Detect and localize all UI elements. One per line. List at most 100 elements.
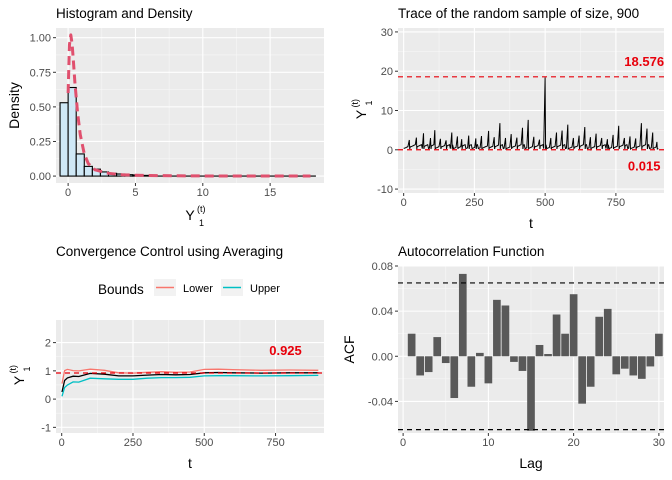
hist-xlabel-sub: 1 bbox=[199, 218, 204, 228]
legend-title: Bounds bbox=[98, 282, 144, 297]
hist-tick-label-x: 5 bbox=[132, 187, 138, 199]
trace-tick-label-y: 30 bbox=[381, 27, 393, 39]
acf-bar bbox=[527, 356, 535, 431]
acf-bar bbox=[629, 356, 638, 376]
trace-tick-label-y: 10 bbox=[381, 106, 393, 118]
hist-tick-label-x: 15 bbox=[264, 187, 276, 199]
trace-ylabel-sup: (t) bbox=[350, 99, 360, 108]
acf-bar bbox=[450, 356, 459, 399]
acf-bar bbox=[467, 356, 476, 387]
hist-bar bbox=[59, 102, 69, 177]
conv-tick-label-x: 500 bbox=[195, 437, 213, 449]
trace-ylabel-sub: 1 bbox=[364, 100, 374, 105]
hist-tick-label-x: 10 bbox=[197, 187, 209, 199]
trace-tick-label-y: -10 bbox=[377, 184, 393, 196]
trace-tick-label-x: 750 bbox=[607, 197, 625, 209]
conv-ylabel-main: Y bbox=[11, 375, 27, 385]
acf-bar bbox=[655, 333, 663, 357]
acf-tick-label-y: 0.08 bbox=[372, 261, 393, 273]
conv-tick-label-y: 1 bbox=[45, 366, 51, 378]
acf-bar bbox=[501, 305, 510, 357]
acf-bar bbox=[646, 356, 655, 367]
trace-ylabel: Y 1 (t) bbox=[350, 99, 374, 119]
acf-bar bbox=[561, 333, 569, 357]
trace-tick-label-x: 500 bbox=[536, 197, 554, 209]
hist-tick-label-y: 0.75 bbox=[30, 67, 51, 79]
acf-bar bbox=[552, 314, 561, 357]
acf-tick-label-x: 20 bbox=[568, 437, 580, 449]
acf-title: Autocorrelation Function bbox=[398, 244, 544, 259]
hist-tick-label-x: 0 bbox=[65, 187, 71, 199]
trace-tick-label-y: 20 bbox=[381, 66, 393, 78]
hist-tick-label-y: 0.50 bbox=[30, 102, 51, 114]
acf-bar bbox=[441, 356, 450, 364]
conv-ylabel-sub: 1 bbox=[22, 366, 32, 371]
conv-series-line bbox=[61, 371, 319, 393]
trace-ylabel-main: Y bbox=[353, 109, 369, 119]
acf-bar bbox=[493, 299, 501, 357]
conv-title: Convergence Control using Averaging bbox=[56, 244, 283, 259]
trace-tick-label-x: 250 bbox=[465, 197, 483, 209]
conv-tick-label-y: 2 bbox=[45, 338, 51, 350]
acf-bar bbox=[578, 356, 586, 404]
upper-bound-label: 18.576 bbox=[624, 54, 664, 69]
hist-tick-label-y: 1.00 bbox=[30, 33, 51, 45]
acf-bar bbox=[595, 316, 604, 357]
acf-tick-label-x: 0 bbox=[400, 437, 406, 449]
acf-tick-label-y: -0.04 bbox=[368, 396, 393, 408]
conv-tick-label-x: 250 bbox=[124, 437, 142, 449]
conv-panel bbox=[56, 320, 324, 433]
acf-bar bbox=[620, 356, 629, 369]
conv-series-line bbox=[61, 368, 319, 384]
hist-bar bbox=[67, 86, 77, 177]
acf-bar bbox=[433, 337, 442, 357]
acf-bar bbox=[535, 344, 544, 357]
acf-bar bbox=[612, 356, 621, 375]
conv-tick-label-y: -1 bbox=[41, 422, 51, 434]
conv-ylabel-sup: (t) bbox=[8, 365, 18, 374]
hist-ylabel: Density bbox=[6, 82, 22, 129]
acf-bar bbox=[416, 356, 425, 376]
acf-bar bbox=[510, 356, 518, 362]
acf-bar bbox=[458, 273, 467, 357]
hist-bar bbox=[75, 153, 85, 177]
acf-ylabel: ACF bbox=[341, 336, 357, 364]
legend-label: Upper bbox=[250, 283, 280, 295]
acf-bar bbox=[586, 356, 595, 387]
conv-series-line bbox=[61, 374, 319, 397]
trace-tick-label-x: 0 bbox=[401, 197, 407, 209]
hist-xlabel-sup: (t) bbox=[197, 204, 206, 214]
trace-xlabel: t bbox=[529, 215, 533, 231]
acf-bar bbox=[407, 333, 416, 357]
legend-label: Lower bbox=[183, 283, 213, 295]
density-curve bbox=[66, 33, 311, 178]
hist-panel bbox=[56, 28, 324, 183]
hist-xlabel-main: Y bbox=[185, 207, 195, 223]
acf-bar bbox=[476, 352, 484, 357]
trace-tick-label-y: 0 bbox=[387, 145, 393, 157]
acf-bar bbox=[569, 294, 578, 357]
hist-bar bbox=[83, 165, 93, 177]
acf-bar bbox=[544, 354, 552, 357]
acf-bar bbox=[603, 308, 612, 357]
acf-tick-label-y: 0.00 bbox=[372, 351, 393, 363]
hist-tick-label-y: 0.00 bbox=[30, 171, 51, 183]
conv-xlabel: t bbox=[188, 455, 192, 471]
acf-bar bbox=[518, 356, 527, 371]
acf-tick-label-x: 30 bbox=[653, 437, 665, 449]
trace-line bbox=[403, 77, 659, 151]
acf-tick-label-x: 10 bbox=[482, 437, 494, 449]
trace-title: Trace of the random sample of size, 900 bbox=[398, 6, 639, 21]
acf-xlabel: Lag bbox=[519, 455, 542, 471]
acf-bar bbox=[637, 356, 646, 379]
acf-bar bbox=[424, 356, 433, 373]
lower-bound-label: 0.015 bbox=[628, 159, 661, 174]
acf-tick-label-y: 0.04 bbox=[372, 306, 393, 318]
conv-tick-label-x: 750 bbox=[266, 437, 284, 449]
hist-title: Histogram and Density bbox=[56, 6, 193, 21]
conv-tick-label-y: 0 bbox=[45, 394, 51, 406]
conv-ylabel: Y 1 (t) bbox=[8, 365, 32, 385]
acf-bar bbox=[484, 356, 493, 384]
hist-xlabel: Y 1 (t) bbox=[185, 204, 205, 228]
